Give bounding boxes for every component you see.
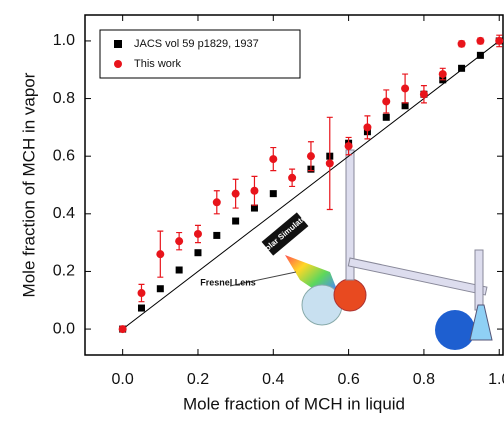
data-point: [213, 231, 221, 239]
data-point: [194, 249, 202, 257]
data-point: [231, 189, 240, 198]
data-point: [401, 102, 409, 110]
data-point: [118, 325, 127, 334]
data-point: [250, 204, 258, 212]
data-point: [137, 304, 145, 312]
data-point: [495, 36, 504, 45]
data-point: [175, 266, 183, 274]
data-point: [193, 229, 202, 238]
x-tick-label: 0.6: [337, 371, 359, 388]
data-point: [382, 113, 390, 121]
x-tick-label: 0.0: [112, 371, 134, 388]
y-tick-label: 0.2: [53, 263, 75, 280]
y-axis-label: Mole fraction of MCH in vapor: [19, 72, 38, 297]
data-point: [212, 198, 221, 207]
annotation: Fresnel Lens: [200, 277, 256, 287]
legend-marker: [114, 40, 122, 48]
data-point: [476, 51, 484, 59]
data-point: [156, 285, 164, 293]
data-point: [232, 217, 240, 225]
y-tick-label: 0.0: [53, 320, 75, 337]
data-point: [306, 152, 315, 161]
data-point: [250, 186, 259, 195]
plot-frame: [84, 14, 504, 356]
legend-label: JACS vol 59 p1829, 1937: [134, 38, 259, 50]
data-point: [269, 155, 278, 164]
data-point: [476, 36, 485, 45]
annotation: Solar Simulator: [259, 211, 310, 256]
data-point: [344, 142, 353, 151]
y-tick-label: 0.6: [53, 147, 75, 164]
y-tick-label: 0.8: [53, 90, 75, 107]
x-tick-label: 0.8: [413, 371, 435, 388]
apparatus-illustration: [229, 149, 493, 350]
x-tick-label: 1.0: [488, 371, 504, 388]
data-point: [137, 289, 146, 298]
data-point: [401, 84, 410, 93]
legend-marker: [114, 60, 122, 68]
data-point: [156, 250, 165, 259]
y-tick-label: 1.0: [53, 32, 75, 49]
data-point: [438, 70, 447, 79]
x-tick-label: 0.2: [187, 371, 209, 388]
data-point: [457, 39, 466, 48]
data-point: [363, 123, 372, 132]
y-tick-label: 0.4: [53, 205, 75, 222]
data-point: [325, 159, 334, 168]
reference-line: [122, 37, 504, 330]
x-axis-label: Mole fraction of MCH in liquid: [183, 394, 405, 413]
data-point: [382, 97, 391, 106]
legend-box: [99, 29, 301, 79]
data-point: [458, 64, 466, 72]
x-tick-label: 0.4: [262, 371, 284, 388]
data-point: [175, 237, 184, 246]
data-point: [419, 90, 428, 99]
data-point: [269, 190, 277, 198]
data-point: [288, 173, 297, 182]
legend-label: This work: [134, 58, 182, 70]
